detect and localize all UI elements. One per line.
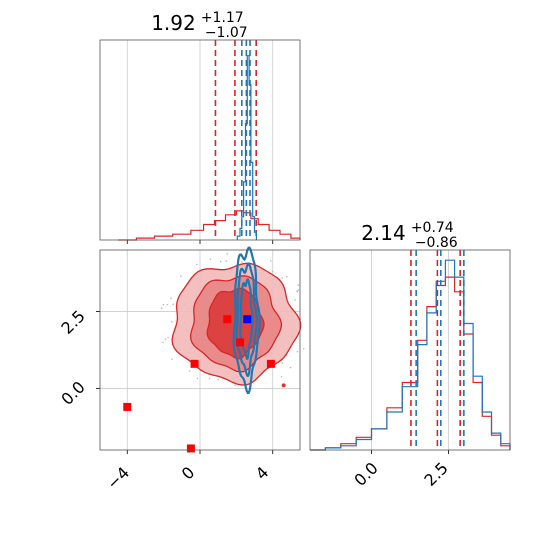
axes-frame (99, 39, 301, 241)
sample-point (281, 277, 284, 279)
sample-point (208, 377, 211, 380)
sample-point (302, 347, 305, 350)
axes-frame (99, 249, 301, 451)
sample-point (209, 258, 212, 261)
red-square-marker (236, 338, 244, 347)
y-marginal-title-main: 2.14 (361, 221, 406, 245)
sample-point (167, 336, 169, 339)
sample-point (171, 320, 173, 323)
blue-square-marker (243, 315, 252, 324)
sample-point (271, 270, 274, 273)
sample-point (296, 290, 299, 293)
sample-point (269, 260, 272, 262)
blue-contour-level (232, 246, 261, 395)
sample-point (164, 338, 167, 341)
axes-frame (309, 249, 511, 451)
histogram-step (310, 259, 511, 451)
x-marginal-title-sup: +1.17 (201, 10, 244, 26)
sample-point (294, 299, 296, 301)
red-square-marker (266, 359, 275, 368)
sample-point (280, 375, 283, 378)
x-marginal-title-main: 1.92 (151, 11, 196, 35)
sample-point (166, 303, 169, 306)
sample-point (297, 289, 300, 291)
sample-point (217, 378, 219, 381)
sample-point (297, 284, 300, 286)
sample-point (170, 297, 172, 300)
sample-point (188, 370, 191, 372)
sample-point (281, 362, 283, 364)
joint-panel (96, 246, 305, 454)
sample-point (162, 341, 164, 344)
sample-point (196, 377, 199, 380)
sample-point (162, 303, 165, 306)
sample-point (196, 263, 198, 266)
sample-point (171, 358, 173, 361)
histogram-step (118, 210, 301, 241)
sample-point (180, 275, 182, 278)
sample-point (241, 261, 243, 263)
x-marginal-title-sub: −1.07 (205, 25, 248, 41)
blue-contour-level (235, 262, 258, 377)
histogram-step (236, 55, 257, 240)
sample-point (225, 260, 228, 262)
sample-point (289, 366, 292, 369)
red-dot-marker (281, 383, 286, 388)
red-square-marker (123, 402, 132, 411)
sample-point (234, 384, 236, 387)
sample-point (286, 275, 288, 278)
red-square-marker (223, 315, 232, 324)
y-marginal-title-sup: +0.74 (411, 220, 454, 236)
sample-point (219, 260, 222, 263)
y-marginal-title: 2.14 +0.74 −0.86 (361, 217, 459, 251)
x-marginal-panel (99, 39, 301, 244)
sample-point (250, 387, 253, 390)
sample-point (160, 307, 163, 309)
red-square-marker (186, 444, 195, 453)
y-marginal-panel (309, 249, 511, 454)
blue-contour-level (239, 278, 254, 360)
sample-point (296, 350, 299, 353)
y-marginal-title-sub: −0.86 (415, 235, 458, 251)
red-square-marker (190, 359, 199, 368)
sample-point (226, 252, 228, 255)
sample-point (172, 303, 174, 306)
x-marginal-title: 1.92 +1.17 −1.07 (151, 7, 249, 41)
